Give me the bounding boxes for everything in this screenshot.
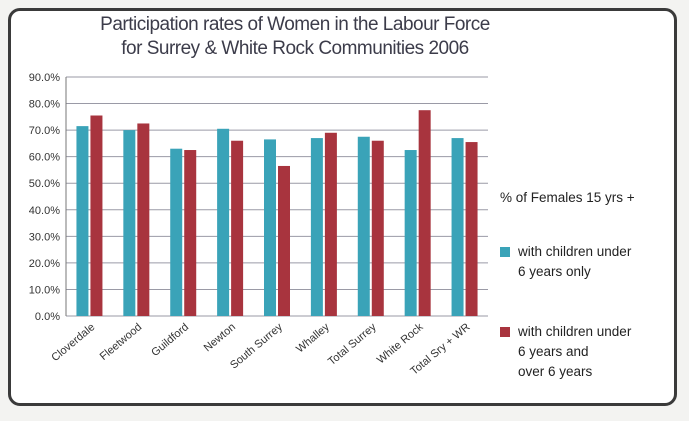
- y-tick-label: 10.0%: [29, 284, 60, 296]
- bar-series-1: [264, 139, 276, 316]
- bar-series-2: [90, 115, 103, 316]
- bar-series-2: [465, 142, 478, 316]
- legend-label-series-2-line-2: 6 years and: [518, 344, 589, 359]
- chart-title-line-1: Participation rates of Women in the Labo…: [100, 14, 490, 35]
- bar-series-2: [137, 123, 150, 316]
- legend-label-series-1-line-2: 6 years only: [518, 264, 591, 279]
- bar-series-1: [76, 126, 89, 316]
- legend-label-series-1: with children under 6 years only: [518, 242, 668, 282]
- bar-series-2: [278, 165, 290, 316]
- y-tick-label: 0.0%: [35, 311, 60, 323]
- y-tick-label: 20.0%: [29, 258, 60, 270]
- bar-series-1: [123, 130, 136, 316]
- legend-swatch-series-2: [500, 327, 510, 337]
- bar-series-1: [310, 138, 323, 316]
- bar-series-1: [404, 150, 417, 316]
- bar-series-2: [324, 132, 337, 316]
- x-tick-label: Whalley: [294, 321, 332, 356]
- x-tick-label: Total Surrey: [326, 321, 379, 368]
- y-tick-label: 30.0%: [29, 231, 60, 243]
- x-tick-label: Guildford: [149, 321, 191, 359]
- y-tick-label: 80.0%: [29, 99, 60, 111]
- y-tick-label: 60.0%: [29, 152, 60, 164]
- x-tick-label: South Surrey: [228, 321, 285, 372]
- bar-series-1: [357, 136, 370, 316]
- legend-swatch-series-1: [500, 247, 510, 257]
- legend-label-series-2: with children under 6 years and over 6 y…: [518, 322, 668, 382]
- y-tick-label: 50.0%: [29, 178, 60, 190]
- y-tick-label: 90.0%: [29, 72, 60, 84]
- y-tick-label: 70.0%: [29, 125, 60, 137]
- chart-title-line-2: for Surrey & White Rock Communities 2006: [121, 38, 469, 59]
- bar-series-1: [217, 128, 230, 316]
- chart-frame: [8, 8, 677, 406]
- x-tick-label: Fleetwood: [98, 321, 145, 363]
- bar-series-1: [170, 148, 183, 316]
- x-tick-label: Cloverdale: [49, 321, 97, 364]
- legend-label-series-2-line-1: with children under: [518, 324, 632, 339]
- legend-label-series-2-line-3: over 6 years: [518, 364, 593, 379]
- legend-title: % of Females 15 yrs +: [500, 190, 635, 205]
- legend-label-series-1-line-1: with children under: [518, 244, 632, 259]
- bar-series-2: [418, 110, 431, 316]
- bar-series-2: [371, 140, 384, 316]
- bar-series-1: [451, 138, 464, 316]
- bar-series-2: [184, 150, 197, 316]
- x-tick-label: Newton: [202, 321, 238, 354]
- y-tick-label: 40.0%: [29, 205, 60, 217]
- bar-series-2: [231, 140, 244, 316]
